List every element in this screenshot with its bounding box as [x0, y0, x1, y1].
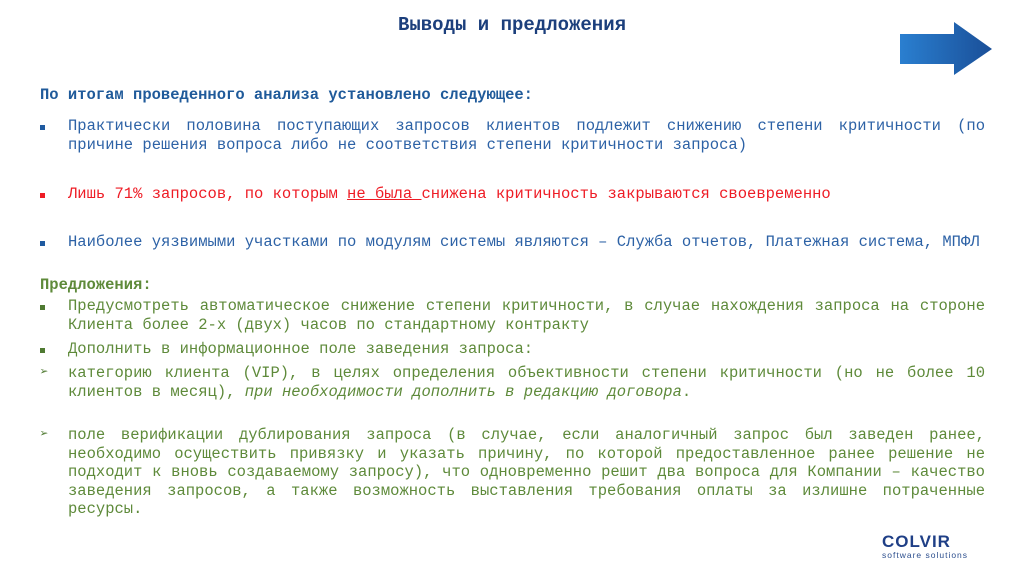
findings-lead: По итогам проведенного анализа установле… — [40, 86, 533, 104]
finding-item: Практически половина поступающих запросо… — [40, 117, 985, 154]
sub-proposal-item: ➢ категорию клиента (VIP), в целях опред… — [40, 364, 985, 401]
chevron-bullet-icon: ➢ — [40, 365, 49, 381]
arrow-right-icon[interactable] — [898, 22, 994, 76]
bullet-square-icon — [40, 125, 45, 130]
bullet-square-icon — [40, 193, 45, 198]
proposal-item: Предусмотреть автоматическое снижение ст… — [40, 297, 985, 334]
chevron-bullet-icon: ➢ — [40, 427, 49, 443]
bullet-square-icon — [40, 241, 45, 246]
proposal-item: Дополнить в информационное поле заведени… — [40, 340, 985, 359]
finding-item: Лишь 71% запросов, по которым не была сн… — [40, 185, 985, 204]
sub-proposal-item: ➢ поле верификации дублирования запроса … — [40, 426, 985, 518]
finding-item: Наиболее уязвимыми участками по модулям … — [40, 233, 985, 252]
colvir-logo: COLVIR software solutions — [882, 532, 969, 560]
proposals-heading: Предложения: — [40, 276, 152, 294]
bullet-square-icon — [40, 348, 45, 353]
bullet-square-icon — [40, 305, 45, 310]
slide-title: Выводы и предложения — [397, 14, 627, 36]
